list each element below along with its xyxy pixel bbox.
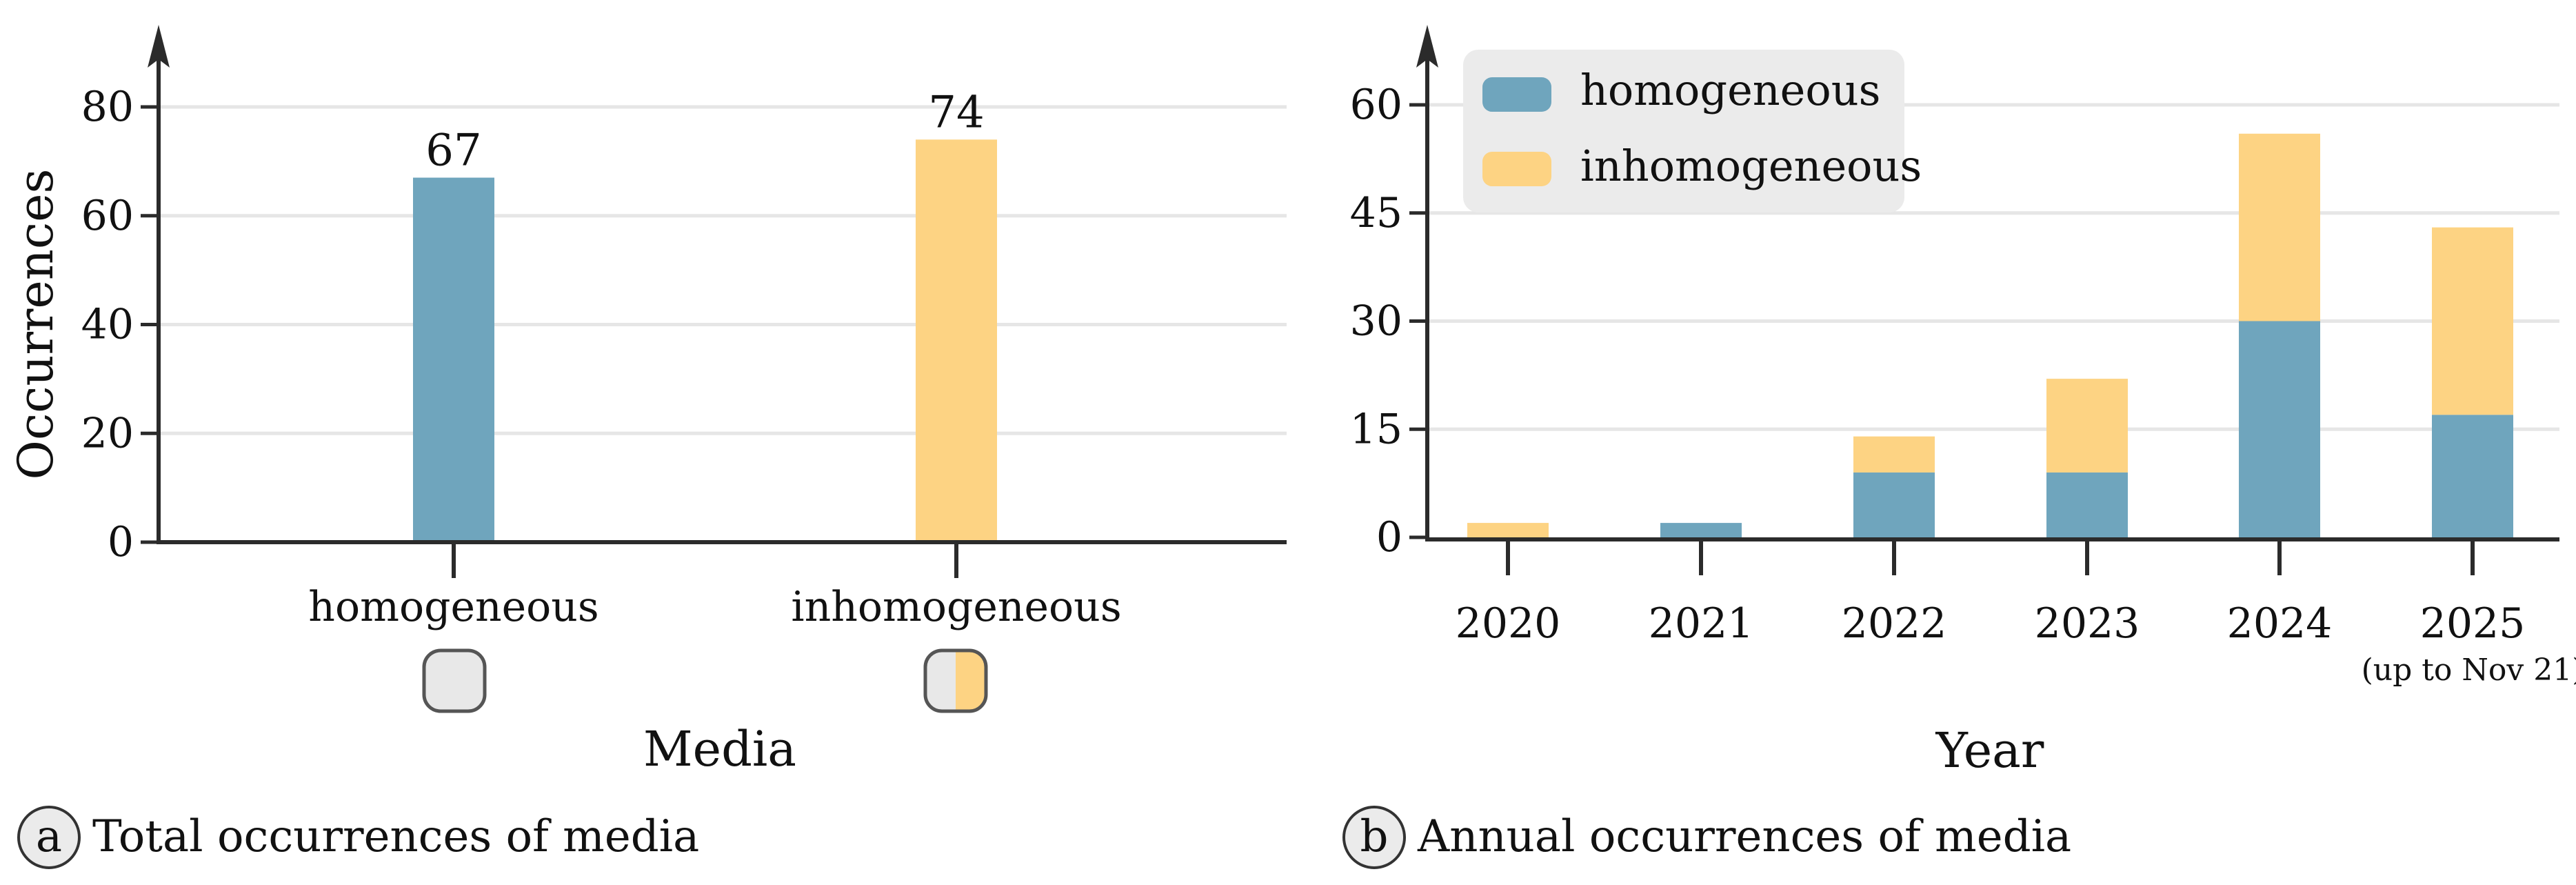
panel-b-x-ticks: 2020 2021 2022 2023 2024 2025 (up to Nov 21) — [1456, 539, 2576, 688]
panel-a-badge-letter: a — [36, 811, 62, 862]
y-tick-label: 60 — [1350, 81, 1402, 129]
panel-b-x-axis-title: Year — [1935, 722, 2044, 779]
y-tick-label: 15 — [1350, 405, 1402, 453]
bar-inhomogeneous-2022 — [1853, 436, 1935, 473]
panel-b-badge-letter: b — [1360, 811, 1389, 862]
legend-label-inhomogeneous: inhomogeneous — [1580, 141, 1922, 191]
panel-b-stacked-bars — [1467, 133, 2513, 537]
panel-b-annual-occurrences: 0 15 30 45 60 2020 2021 2022 2023 2024 2025 (up to… — [1342, 25, 2576, 869]
y-tick-label: 0 — [108, 518, 134, 566]
bar-homogeneous-2022 — [1853, 472, 1935, 537]
x-tick-label-2023: 2023 — [2035, 599, 2140, 648]
panel-a-badge — [17, 806, 81, 869]
legend-swatch-inhomogeneous — [1482, 152, 1551, 186]
panel-a-gridlines — [159, 105, 1287, 435]
legend-label-homogeneous: homogeneous — [1580, 65, 1880, 115]
y-tick-label: 30 — [1350, 297, 1402, 346]
bar-inhomogeneous-2024 — [2239, 133, 2320, 321]
inhomogeneous-medium-icon — [923, 648, 988, 713]
panel-a-y-axis-arrow — [148, 25, 170, 68]
x-tick-label-2022: 2022 — [1842, 599, 1947, 648]
panel-a-y-ticks: 0 20 40 60 80 — [81, 83, 159, 566]
panel-b-caption: Annual occurrences of media — [1417, 811, 2071, 862]
y-tick-label: 0 — [1376, 513, 1402, 561]
y-tick-label: 40 — [81, 301, 134, 349]
x-tick-label-2021: 2021 — [1649, 599, 1754, 648]
panel-a-caption: Total occurrences of media — [92, 811, 699, 862]
panel-a-bars — [413, 139, 997, 543]
panel-b-badge — [1342, 806, 1406, 869]
bar-inhomogeneous-2023 — [2046, 379, 2128, 473]
homogeneous-medium-icon — [422, 648, 487, 713]
x-tick-label-inhomogeneous: inhomogeneous — [791, 583, 1121, 631]
x-tick-label-2020: 2020 — [1456, 599, 1561, 648]
legend-swatch-homogeneous — [1482, 77, 1551, 112]
y-tick-label: 80 — [81, 83, 134, 131]
panel-a-x-ticks: homogeneous inhomogeneous — [308, 542, 1122, 631]
data-label-homogeneous: 67 — [425, 126, 481, 177]
y-tick-label: 20 — [81, 409, 134, 457]
x-tick-label-2024: 2024 — [2227, 599, 2333, 648]
bar-homogeneous-2023 — [2046, 472, 2128, 537]
bar-inhomogeneous — [916, 139, 997, 542]
bar-inhomogeneous-2020 — [1467, 523, 1549, 537]
y-tick-label: 60 — [81, 192, 134, 240]
panel-b-y-ticks: 0 15 30 45 60 — [1350, 81, 1427, 561]
x-tick-label-homogeneous: homogeneous — [308, 583, 598, 631]
bar-homogeneous — [413, 177, 494, 543]
panel-a-y-axis-title: Occurrences — [8, 169, 64, 480]
panel-a-data-labels: 67 74 — [425, 87, 984, 176]
legend-box — [1463, 50, 1904, 212]
panel-b-y-axis-arrow — [1416, 25, 1438, 68]
x-tick-note-2025: (up to Nov 21) — [2362, 653, 2576, 688]
panel-a-x-axis-title: Media — [643, 721, 796, 777]
data-label-inhomogeneous: 74 — [928, 87, 984, 138]
bar-homogeneous-2021 — [1660, 523, 1742, 537]
y-tick-label: 45 — [1350, 189, 1402, 237]
x-tick-label-2025: 2025 — [2420, 599, 2526, 648]
bar-homogeneous-2025 — [2432, 415, 2513, 537]
bar-inhomogeneous-2025 — [2432, 227, 2513, 415]
panel-b-legend: homogeneous inhomogeneous — [1463, 50, 1922, 212]
bar-homogeneous-2024 — [2239, 321, 2320, 537]
